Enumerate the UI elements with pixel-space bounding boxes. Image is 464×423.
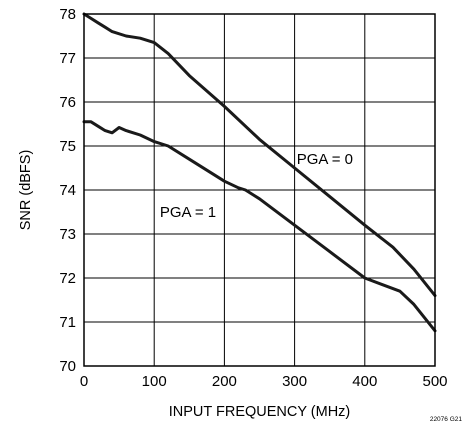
x-axis-label: INPUT FREQUENCY (MHz) (169, 404, 351, 420)
y-tick-label: 73 (59, 226, 76, 243)
y-tick-labels: 70 71 72 73 74 75 76 77 78 (59, 6, 76, 375)
x-tick-labels: 0 100 200 300 400 500 (80, 373, 448, 390)
x-tick-label: 0 (80, 373, 88, 390)
series-lines (82, 12, 437, 333)
y-tick-label: 72 (59, 270, 76, 287)
y-tick-label: 71 (59, 314, 76, 331)
series-line-pga-0 (82, 12, 437, 298)
x-tick-label: 200 (212, 373, 237, 390)
y-tick-label: 78 (59, 6, 76, 23)
figure-code: 22076 G21 (430, 416, 463, 423)
curve-label: PGA = 0 (297, 151, 353, 168)
x-tick-label: 300 (282, 373, 307, 390)
y-tick-label: 74 (59, 182, 76, 199)
curve-label: PGA = 1 (160, 204, 216, 221)
y-tick-label: 70 (59, 358, 76, 375)
plot-frame (83, 13, 436, 367)
y-tick-label: 76 (59, 94, 76, 111)
y-axis-label: SNR (dBFS) (18, 150, 34, 231)
series-line-pga-1 (82, 120, 437, 333)
x-tick-label: 100 (142, 373, 167, 390)
y-tick-label: 75 (59, 138, 76, 155)
grid-lines (84, 14, 435, 366)
curve-labels: PGA = 0 PGA = 1 (160, 151, 353, 221)
x-tick-label: 500 (422, 373, 447, 390)
y-tick-label: 77 (59, 50, 76, 67)
x-tick-label: 400 (352, 373, 377, 390)
